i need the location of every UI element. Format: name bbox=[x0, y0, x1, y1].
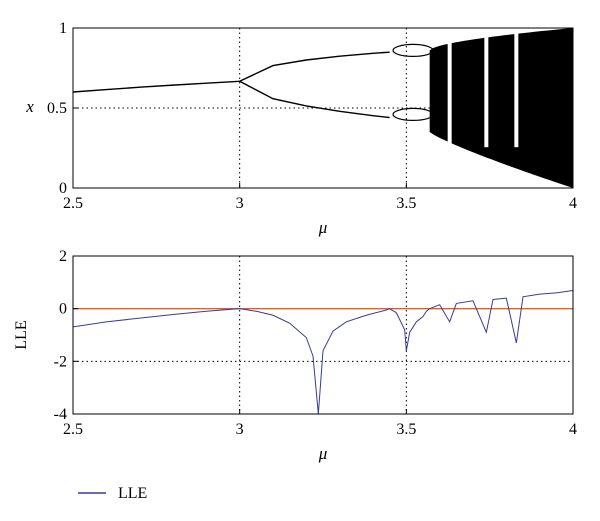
bifurcation-x-axis-label: μ bbox=[318, 218, 328, 237]
lle-panel: 2.5 3 3.5 4 -4 -2 0 2 μ LLE bbox=[13, 248, 577, 463]
y-tick-label: 0 bbox=[59, 180, 67, 197]
periodic-window bbox=[514, 32, 519, 148]
lle-grid bbox=[73, 256, 573, 414]
y-tick-label: 0 bbox=[59, 301, 67, 318]
y-tick-label: 1 bbox=[59, 20, 67, 37]
lle-ticks: 2.5 3 3.5 4 -4 -2 0 2 bbox=[54, 248, 577, 438]
bifurcation-ticks: 2.5 3 3.5 4 0 0.5 1 bbox=[47, 20, 577, 212]
x-tick-label: 3.5 bbox=[396, 195, 416, 212]
lle-x-axis-label: μ bbox=[318, 444, 328, 463]
x-tick-label: 4 bbox=[569, 195, 577, 212]
y-tick-label: 0.5 bbox=[47, 100, 67, 117]
x-tick-label: 3.5 bbox=[396, 421, 416, 438]
periodic-window bbox=[484, 32, 489, 148]
x-tick-label: 3 bbox=[236, 195, 244, 212]
bifurcation-branch bbox=[239, 51, 390, 82]
bifurcation-branch bbox=[72, 80, 240, 93]
bifurcation-branch bbox=[239, 80, 390, 119]
x-tick-label: 3 bbox=[236, 421, 244, 438]
bifurcation-lines bbox=[72, 51, 390, 119]
y-tick-label: -2 bbox=[54, 353, 67, 370]
y-tick-label: 2 bbox=[59, 248, 67, 265]
x-tick-label: 2.5 bbox=[63, 195, 83, 212]
period-doubling-branch bbox=[392, 107, 434, 122]
bifurcation-frame bbox=[72, 27, 574, 189]
chaotic-band-fill bbox=[429, 28, 573, 188]
x-tick-label: 4 bbox=[569, 421, 577, 438]
period-doubling-branch bbox=[392, 43, 434, 58]
legend: LLE bbox=[78, 485, 147, 502]
legend-label-lle: LLE bbox=[118, 485, 147, 502]
lle-y-axis-label: LLE bbox=[13, 320, 30, 349]
x-tick-label: 2.5 bbox=[63, 421, 83, 438]
bifurcation-y-axis-label: x bbox=[25, 97, 34, 116]
lle-frame bbox=[72, 255, 574, 415]
y-tick-label: -4 bbox=[54, 406, 67, 423]
bifurcation-panel: 2.5 3 3.5 4 0 0.5 1 μ x bbox=[25, 20, 577, 237]
lle-series-line bbox=[72, 290, 574, 415]
chaotic-band bbox=[392, 28, 573, 188]
periodic-window bbox=[447, 32, 452, 148]
